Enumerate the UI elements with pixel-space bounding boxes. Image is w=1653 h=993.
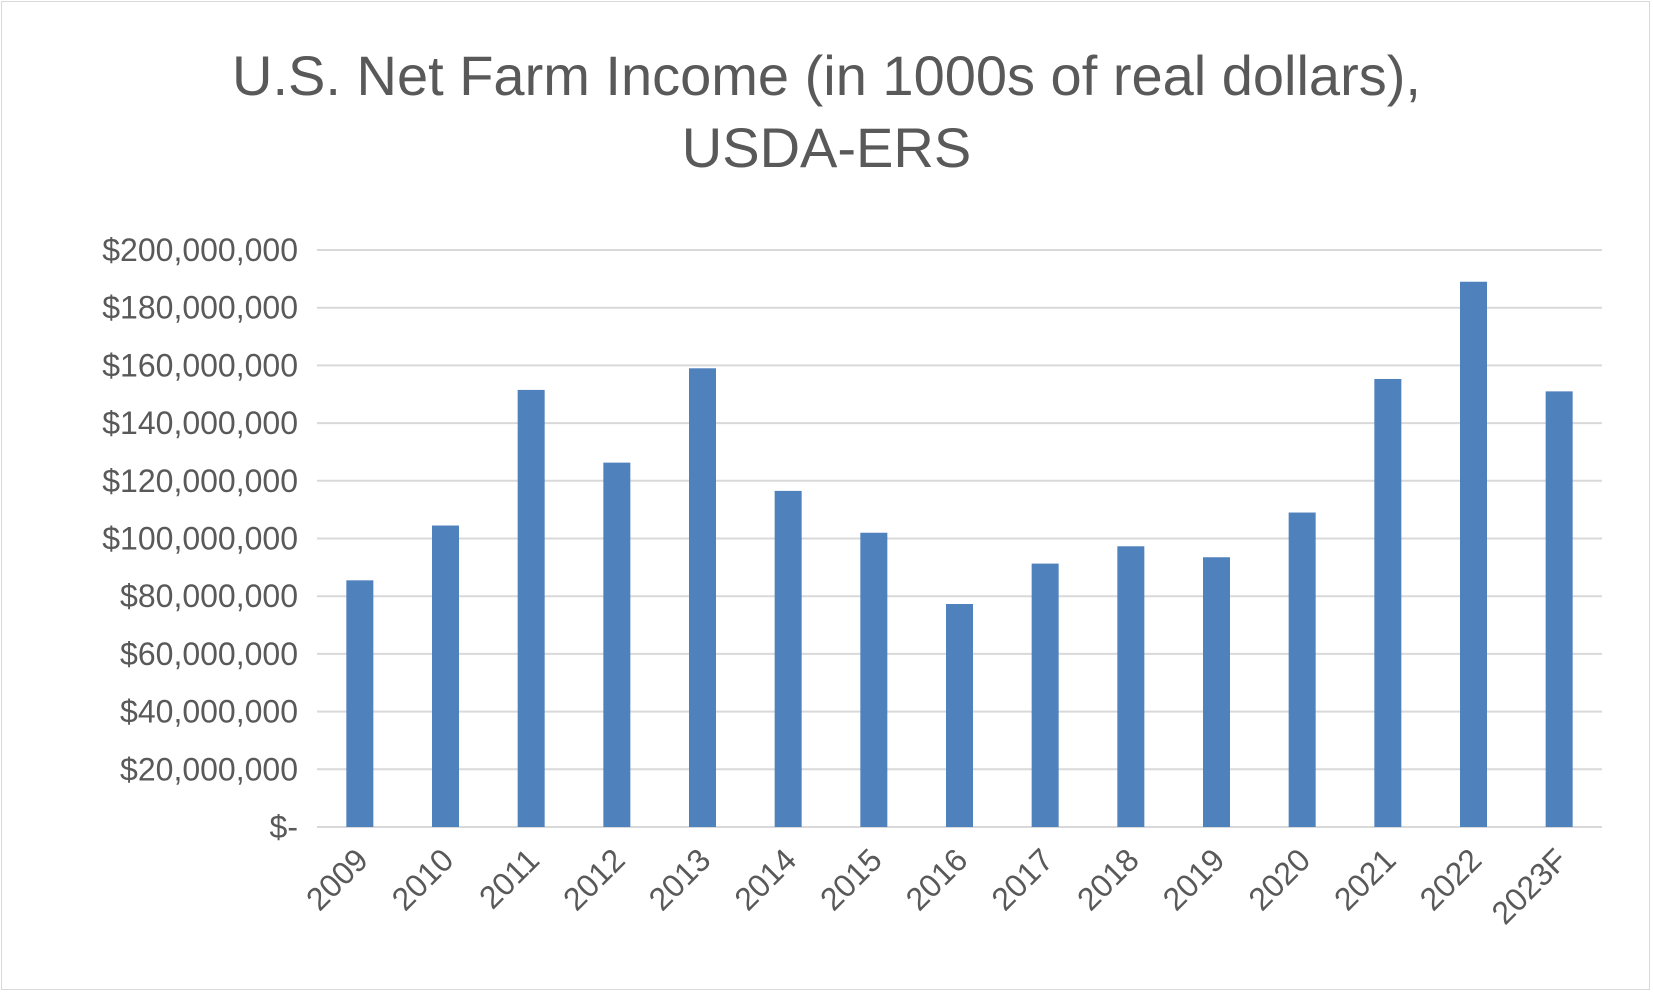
y-tick-label: $-: [270, 809, 298, 845]
bar-2012: [603, 462, 631, 827]
bar-2019: [1203, 557, 1230, 827]
x-tick-label: 2020: [1241, 841, 1317, 917]
bar-2018: [1117, 546, 1145, 827]
bar-2023f: [1545, 391, 1573, 827]
bar-2021: [1374, 378, 1402, 827]
y-tick-label: $120,000,000: [102, 463, 298, 499]
bar-2015: [860, 532, 888, 827]
bar-2014: [774, 490, 802, 827]
x-tick-label: 2023F: [1485, 841, 1575, 931]
y-tick-label: $140,000,000: [102, 405, 298, 441]
x-tick-label: 2019: [1156, 841, 1232, 917]
x-axis-tick-labels: 2009 2010 2011 2012 2013 2014 2015 2016 2017 2018…: [299, 841, 1574, 931]
bar-2017: [1031, 563, 1059, 827]
x-tick-label: 2017: [984, 841, 1060, 917]
y-tick-label: $40,000,000: [120, 694, 298, 730]
x-tick-label: 2016: [899, 841, 975, 917]
chart-title-line-1: U.S. Net Farm Income (in 1000s of real d…: [232, 44, 1421, 107]
y-tick-label: $100,000,000: [102, 521, 298, 557]
y-tick-label: $200,000,000: [102, 232, 298, 268]
bar-2020: [1288, 512, 1316, 827]
x-tick-label: 2021: [1327, 841, 1403, 917]
bar-2009: [346, 580, 374, 827]
y-tick-label: $80,000,000: [120, 578, 298, 614]
y-tick-label: $20,000,000: [120, 751, 298, 787]
y-axis-tick-labels: $200,000,000 $180,000,000 $160,000,000 $140…: [102, 232, 298, 845]
bars: [346, 281, 1573, 827]
x-tick-label: 2011: [472, 841, 546, 915]
y-tick-label: $60,000,000: [120, 636, 298, 672]
x-tick-label: 2015: [813, 841, 889, 917]
x-tick-label: 2022: [1413, 841, 1489, 917]
y-tick-label: $180,000,000: [102, 290, 298, 326]
bar-2010: [432, 525, 459, 827]
bar-2016: [946, 603, 973, 827]
chart-title: U.S. Net Farm Income (in 1000s of real d…: [0, 40, 1653, 184]
bar-2013: [689, 368, 716, 827]
chart-title-line-2: USDA-ERS: [681, 116, 972, 179]
x-tick-label: 2018: [1070, 841, 1146, 917]
bar-2022: [1460, 281, 1487, 827]
x-tick-label: 2009: [299, 841, 375, 917]
x-tick-label: 2013: [642, 841, 718, 917]
y-tick-label: $160,000,000: [102, 347, 298, 383]
x-tick-label: 2010: [385, 841, 461, 917]
x-tick-label: 2012: [556, 841, 632, 917]
bar-2011: [517, 389, 545, 827]
x-tick-label: 2014: [727, 841, 803, 917]
